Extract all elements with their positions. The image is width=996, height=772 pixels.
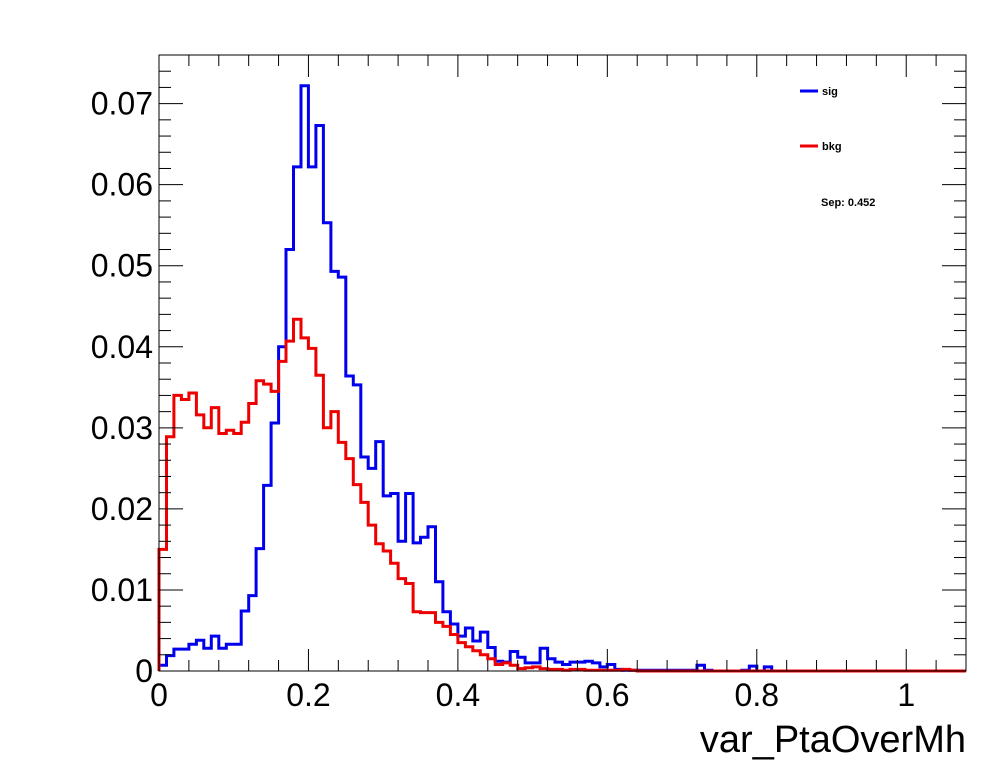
legend-label-sig: sig bbox=[822, 86, 838, 98]
legend-label-bkg: bkg bbox=[822, 141, 842, 153]
x-tick-label: 1 bbox=[897, 677, 915, 713]
x-tick-label: 0.4 bbox=[436, 677, 480, 713]
x-tick-label: 0.6 bbox=[585, 677, 629, 713]
separation-annotation: Sep: 0.452 bbox=[821, 197, 875, 209]
x-tick-label: 0 bbox=[150, 677, 168, 713]
axis-tick-labels: 0 0.2 0.4 0.6 0.8 1 0 0.01 0.02 0.03 0.04 0.05 0.06 0… bbox=[91, 86, 915, 713]
y-tick-label: 0.01 bbox=[91, 572, 153, 608]
y-tick-label: 0.05 bbox=[91, 248, 153, 284]
x-axis-label: var_PtaOverMh bbox=[700, 719, 966, 761]
y-tick-label: 0.07 bbox=[91, 86, 153, 122]
y-tick-label: 0.03 bbox=[91, 410, 153, 446]
y-tick-label: 0.06 bbox=[91, 167, 153, 203]
y-tick-label: 0 bbox=[135, 653, 153, 689]
y-tick-label: 0.04 bbox=[91, 329, 153, 365]
y-tick-label: 0.02 bbox=[91, 491, 153, 527]
axis-ticks bbox=[158, 54, 967, 672]
x-tick-label: 0.8 bbox=[735, 677, 779, 713]
x-tick-label: 0.2 bbox=[286, 677, 330, 713]
legend: sig bkg Sep: 0.452 bbox=[800, 86, 875, 209]
